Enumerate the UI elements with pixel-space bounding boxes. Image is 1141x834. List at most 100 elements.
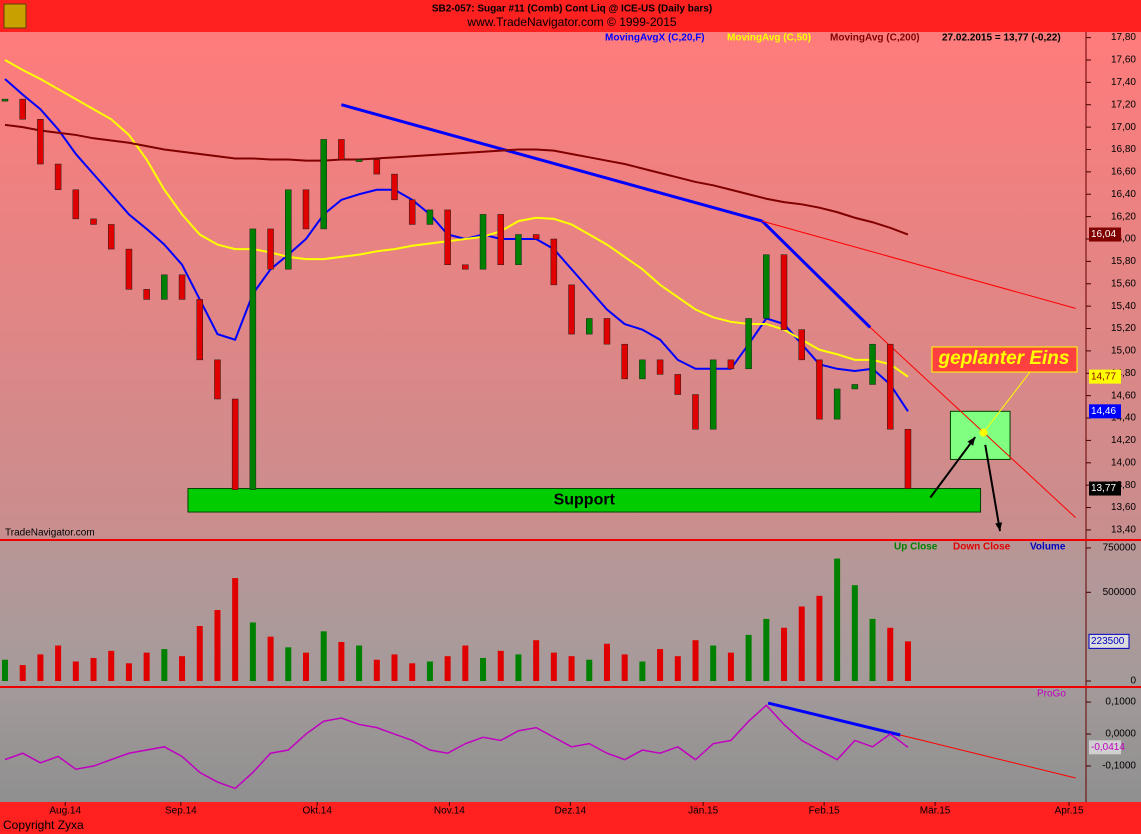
- y-tick-label: 0: [1130, 676, 1136, 687]
- volume-bar: [55, 645, 62, 682]
- chart-title: SB2-057: Sugar #11 (Comb) Cont Liq @ ICE…: [432, 4, 712, 15]
- y-tick-label: 15,60: [1111, 278, 1136, 289]
- volume-bar: [621, 654, 628, 682]
- volume-bar: [320, 631, 327, 682]
- volume-bar: [302, 652, 309, 682]
- price-bar: [745, 318, 752, 370]
- legend-label: Up Close: [894, 542, 938, 553]
- y-tick-label: 13,40: [1111, 525, 1136, 536]
- price-bar: [904, 428, 912, 489]
- price-bar: [515, 234, 522, 265]
- volume-bar: [2, 659, 8, 682]
- volume-bar: [19, 665, 26, 682]
- x-tick-label: Apr.15: [1055, 806, 1084, 817]
- volume-bar: [798, 606, 805, 682]
- price-bar: [869, 343, 876, 385]
- target-leader: [983, 371, 1031, 433]
- price-bar: [709, 359, 717, 430]
- price-bar: [462, 264, 469, 270]
- volume-bar: [568, 656, 575, 682]
- volume-bar: [161, 649, 168, 682]
- price-bar: [320, 139, 327, 230]
- volume-bar: [727, 652, 734, 682]
- y-tick-label: 15,20: [1111, 323, 1136, 334]
- legend-label: Volume: [1030, 542, 1066, 553]
- arrow-head: [967, 437, 976, 446]
- volume-bar: [674, 656, 681, 682]
- price-bar: [603, 318, 611, 345]
- price-bar: [532, 234, 540, 240]
- volume-bar: [869, 618, 876, 682]
- price-bar: [550, 238, 558, 286]
- x-tick-label: Mär.15: [920, 806, 951, 817]
- price-bar: [656, 359, 664, 375]
- price-bar: [444, 209, 451, 265]
- price-bar: [19, 98, 26, 120]
- y-tick-label: 17,00: [1111, 122, 1136, 133]
- target-dot: [979, 428, 988, 437]
- volume-bar: [550, 652, 557, 682]
- volume-bar: [763, 618, 770, 682]
- value-badge: [1089, 404, 1121, 419]
- volume-bar: [285, 647, 292, 682]
- volume-bar: [887, 627, 894, 682]
- price-bar: [54, 163, 62, 191]
- y-tick-label: 16,60: [1111, 167, 1136, 178]
- volume-bar: [816, 595, 823, 682]
- price-bar: [161, 274, 168, 300]
- price-bar: [780, 254, 788, 330]
- y-tick-label: -0,1000: [1102, 761, 1136, 772]
- price-bar: [426, 209, 434, 225]
- legend-label: Down Close: [953, 542, 1011, 553]
- y-tick-label: 17,80: [1111, 32, 1136, 43]
- ma-line: [4, 78, 909, 412]
- legend-label: MovingAvg (C,50): [727, 33, 811, 44]
- target-box: [931, 346, 1078, 373]
- x-tick-label: Jän.15: [688, 806, 718, 817]
- y-tick-label: 0,1000: [1105, 697, 1136, 708]
- volume-bar: [143, 652, 150, 682]
- price-bar: [107, 224, 115, 250]
- y-tick-label: 17,20: [1111, 99, 1136, 110]
- volume-bar: [851, 585, 858, 682]
- y-tick-label: 13,60: [1111, 502, 1136, 513]
- y-tick-label: 16,40: [1111, 189, 1136, 200]
- x-tick-label: Sep.14: [165, 806, 197, 817]
- trendline: [869, 327, 1076, 518]
- y-tick-label: 14,00: [1111, 457, 1136, 468]
- volume-bar: [515, 654, 522, 682]
- y-tick-label: 500000: [1103, 587, 1137, 598]
- volume-bar: [480, 657, 487, 682]
- price-bar: [833, 388, 841, 420]
- legend-label: ProGo: [1037, 689, 1066, 700]
- copyright: Copyright Zyxa: [3, 818, 84, 832]
- price-bar: [692, 394, 699, 430]
- volume-bar: [125, 663, 132, 682]
- zone: [187, 488, 982, 513]
- price-bar: [816, 359, 823, 420]
- y-tick-label: 15,40: [1111, 301, 1136, 312]
- price-bar: [231, 398, 239, 490]
- price-bar: [586, 318, 593, 335]
- arrow: [984, 444, 1002, 532]
- volume-bar: [214, 610, 221, 682]
- value-badge: [1089, 481, 1121, 496]
- zone: [949, 410, 1011, 460]
- volume-bar: [108, 650, 115, 682]
- y-tick-label: 14,60: [1111, 390, 1136, 401]
- price-bar: [621, 343, 628, 380]
- y-tick-label: 16,80: [1111, 144, 1136, 155]
- x-tick-label: Nov.14: [434, 806, 465, 817]
- y-tick-label: 17,40: [1111, 77, 1136, 88]
- volume-bar: [586, 659, 593, 682]
- volume-bar: [904, 641, 911, 682]
- price-bar: [373, 159, 381, 175]
- arrow-head: [995, 522, 1003, 532]
- y-tick-label: 17,60: [1111, 55, 1136, 66]
- price-bar: [798, 329, 805, 361]
- volume-bar: [37, 654, 44, 682]
- price-bar: [851, 384, 859, 390]
- price-bar: [1, 98, 9, 102]
- price-bar: [178, 274, 186, 300]
- volume-bar: [179, 656, 186, 682]
